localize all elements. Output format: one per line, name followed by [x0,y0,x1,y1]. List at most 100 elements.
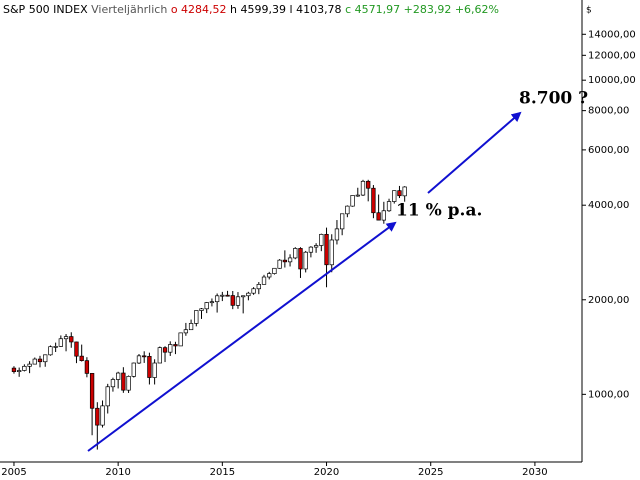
candle-body [17,370,22,372]
candle-body [37,358,43,363]
candle-body [131,362,136,377]
candle-body [360,180,366,196]
candle-body [204,302,209,310]
candle-body [178,332,183,347]
candle-body [313,245,319,248]
candle-body [381,210,386,221]
x-tick-label: 2025 [418,467,443,478]
candle-body [89,373,95,409]
x-tick-label: 2015 [210,467,235,478]
y-tick-label: 2000,00 [588,295,629,306]
candle-body [376,212,381,221]
candle-body [386,201,392,212]
candle-body [162,347,168,353]
candle-body [142,355,147,358]
low: l 4103,78 [290,3,342,16]
candle-body [256,284,261,290]
y-tick-label: 10000,00 [588,75,636,86]
candle-body [267,273,272,278]
candle-body [147,356,152,378]
close: c 4571,97 [345,3,400,16]
candle-body [282,259,288,263]
projection-arrow [427,111,522,194]
candle-body [194,310,199,324]
y-tick-label: 12000,00 [588,50,636,61]
candle-body [241,295,246,298]
currency: $ [586,6,592,16]
candle-body [157,347,162,364]
candle-body [251,288,256,294]
candle-body [235,296,241,306]
candle-body [350,195,355,207]
title: S&P 500 INDEX [3,3,88,16]
x-tick-label: 2005 [1,467,26,478]
candle-body [136,355,142,364]
candle-body [95,407,100,426]
candle-body [152,362,157,378]
candle-body [261,276,267,285]
candle-body [48,346,53,356]
candle-body [74,341,79,357]
candle-body [121,372,126,391]
candle-body [277,259,282,269]
candle-body [402,186,407,197]
change: +283,92 [404,3,452,16]
candle-body [329,239,334,266]
y-tick-label: 1000,00 [588,389,629,400]
candle-body [355,194,360,197]
change-pct: +6,62% [455,3,499,16]
candle-body [199,308,204,311]
candle-body [230,295,235,306]
trend-arrow [87,221,397,452]
candle-body [324,233,329,266]
candle-body [303,251,308,270]
candle-body [220,294,225,297]
candle-body [225,294,230,297]
high: h 4599,39 [230,3,286,16]
candle-body [69,336,74,343]
candle-body [58,338,63,347]
candle-body [22,365,27,371]
candle-body [43,354,48,363]
candle-body [214,295,220,303]
target-label: 8.700 ? [519,89,588,109]
candle-body [79,355,84,362]
candle-body [126,375,131,391]
candle-body [392,190,397,202]
candle-body [334,228,340,241]
candle-body [371,187,376,214]
candle-body [63,336,69,340]
header: S&P 500 INDEX Vierteljährlich o 4284,52 … [3,3,499,16]
candle-body [340,213,345,230]
candle-body [397,190,402,197]
y-tick-label: 4000,00 [588,200,629,211]
candle-body [319,233,324,246]
candle-body [345,205,350,215]
candle-body [246,292,251,297]
growth-label: 11 % p.a. [396,201,482,221]
candle-body [287,257,293,263]
candle-body [168,344,173,353]
candle-body [308,246,314,253]
candle-body [293,248,298,259]
x-tick-label: 2010 [105,467,130,478]
y-tick-label: 6000,00 [588,145,629,156]
candle-body [272,267,277,274]
candle-body [105,386,110,407]
candle-body [209,301,215,304]
candle-body [84,360,90,374]
candle-body [173,344,178,347]
x-tick-label: 2030 [522,467,547,478]
candle-body [110,379,116,388]
candle-body [100,405,105,426]
candle-body [298,248,303,270]
candle-body [116,372,121,380]
candle-body [366,180,371,189]
candle-body [183,329,189,334]
open: o 4284,52 [171,3,227,16]
x-tick-label: 2020 [314,467,339,478]
y-tick-label: 14000,00 [588,29,636,40]
candle-body [53,346,58,348]
candle-body [32,358,37,365]
